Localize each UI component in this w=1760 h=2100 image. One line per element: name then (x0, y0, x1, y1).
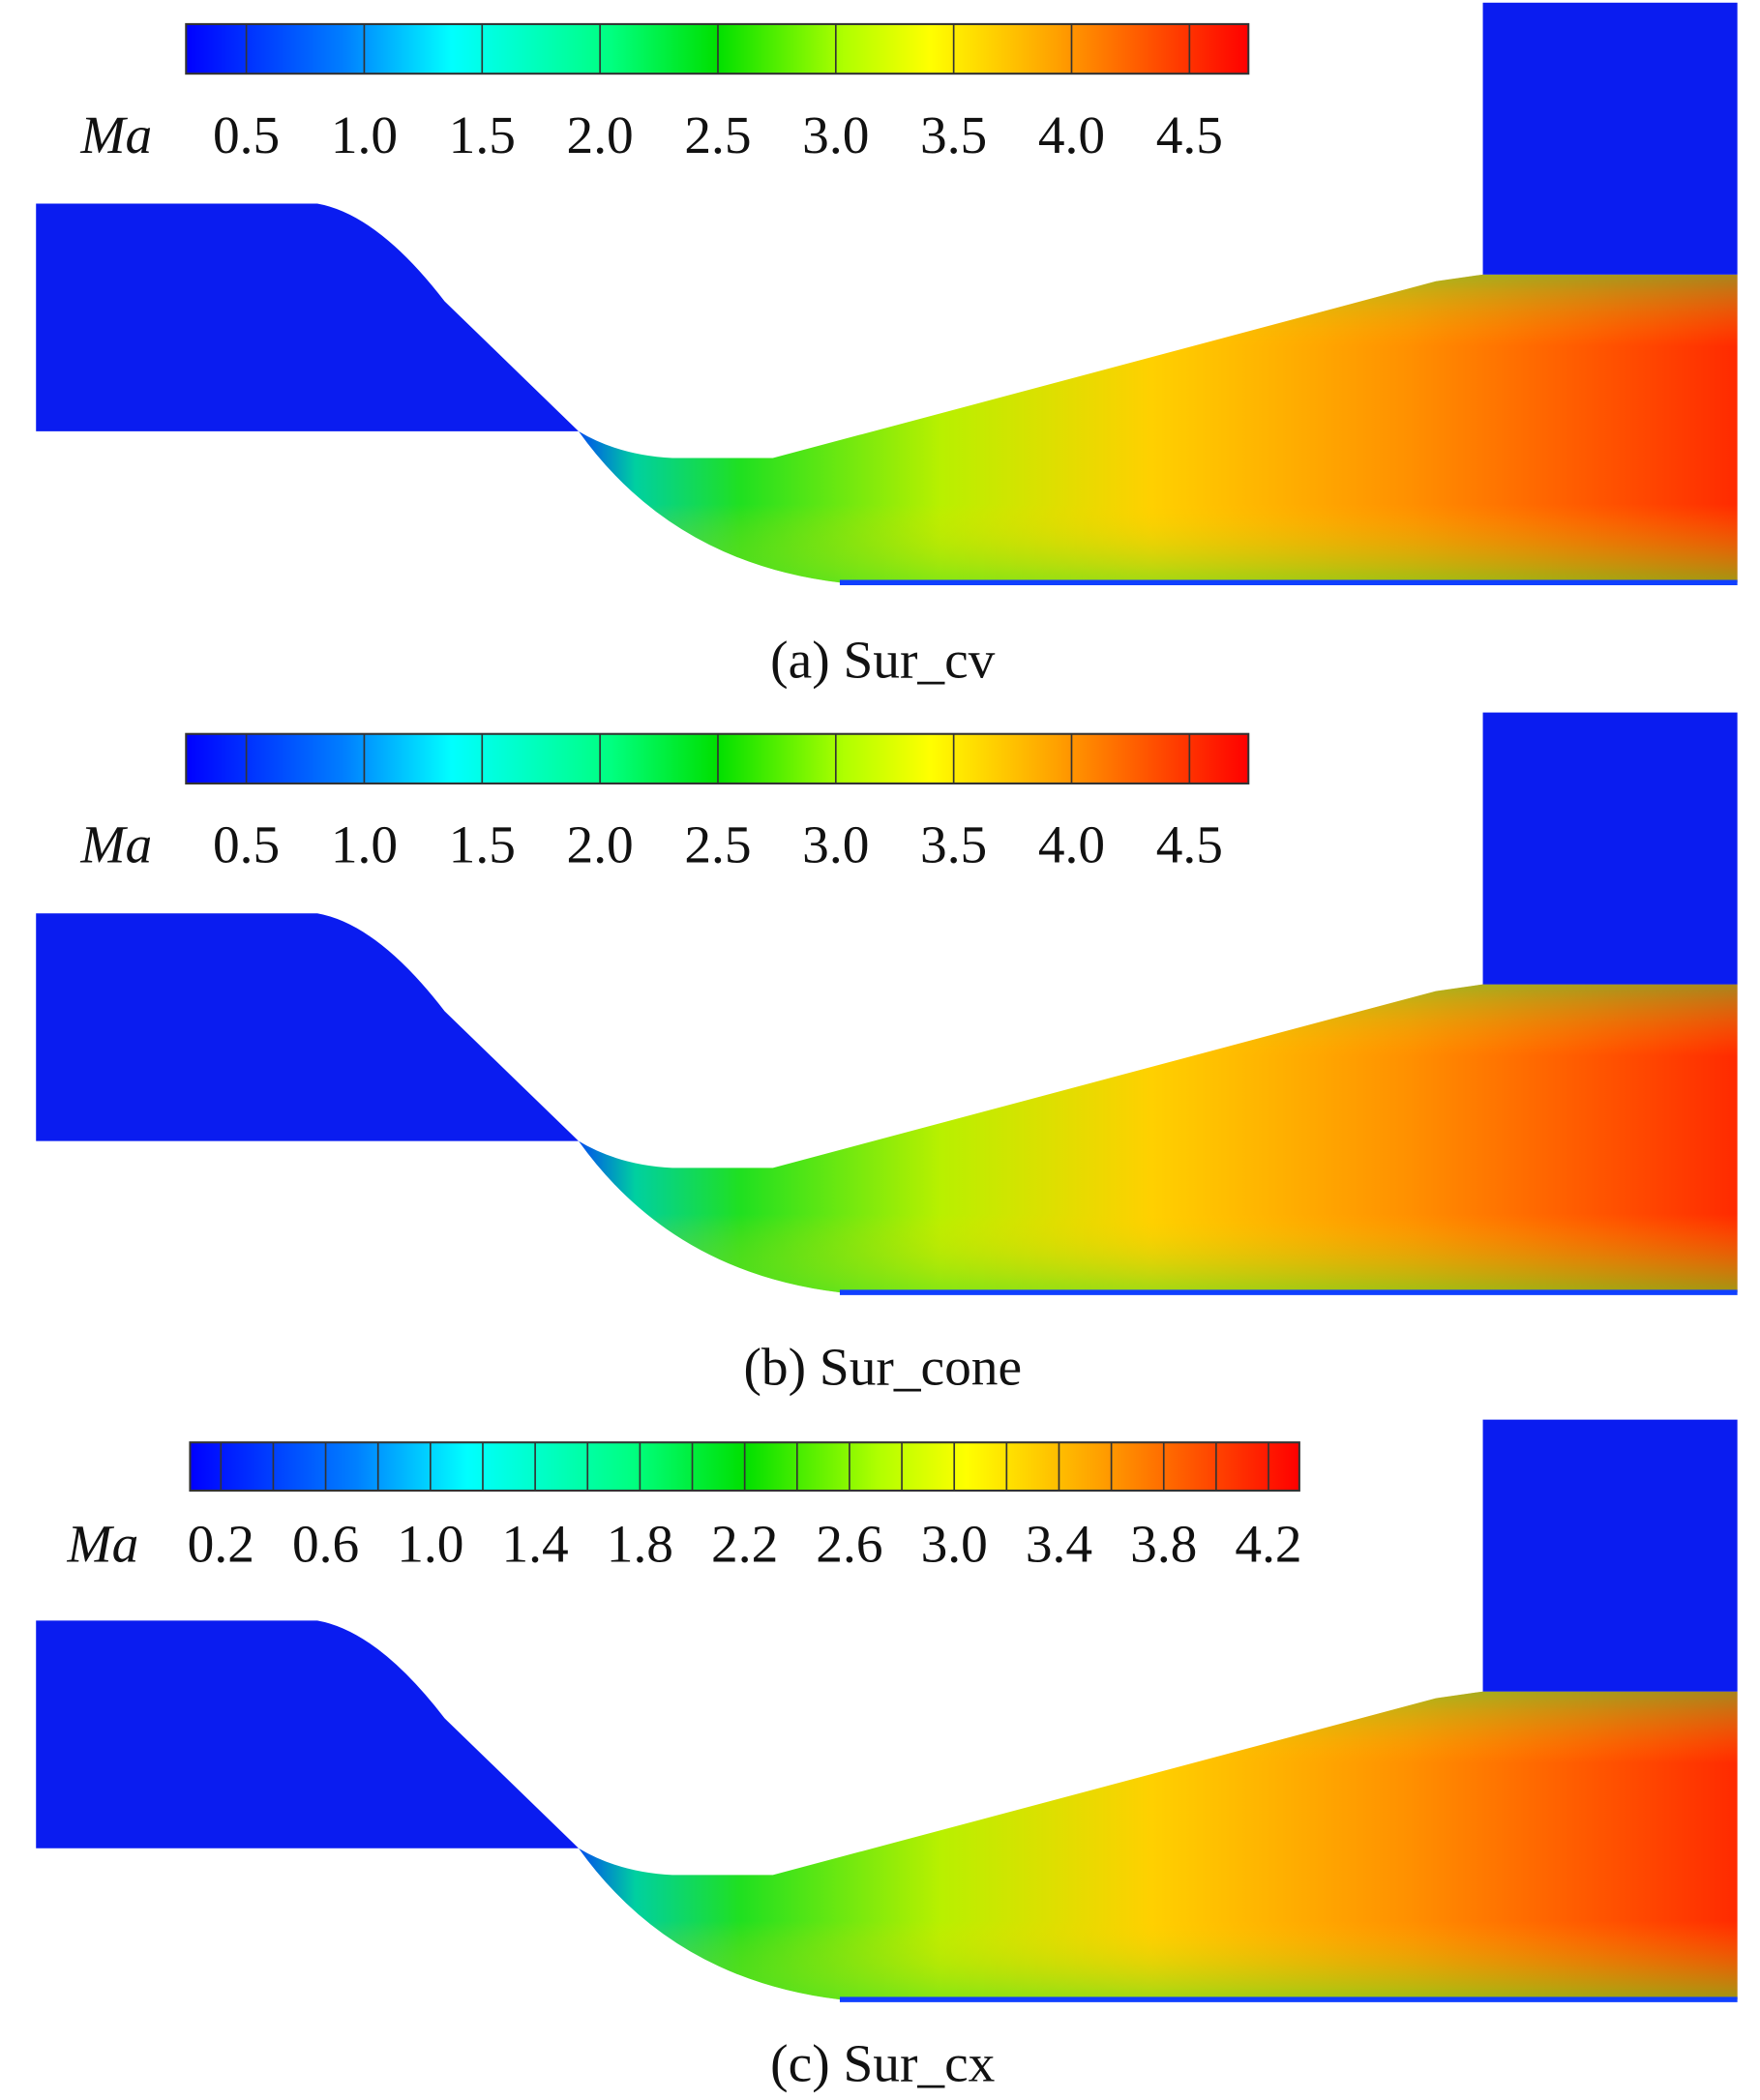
colorbar-tick-label: 2.2 (711, 1514, 778, 1573)
colorbar-tick-label: 1.0 (331, 815, 398, 874)
colorbar-tick-label: 3.0 (921, 1514, 988, 1573)
colorbar-tick-label: 2.5 (684, 815, 751, 874)
colorbar-tick-label: 4.5 (1156, 105, 1223, 164)
colorbar-tick-label: 1.5 (449, 105, 516, 164)
colorbar-label: Ma (67, 1514, 139, 1573)
inlet-region (36, 203, 579, 431)
colorbar-tick-label: 4.0 (1038, 105, 1105, 164)
colorbar-tick-label: 1.5 (449, 815, 516, 874)
colorbar-tick-label: 3.4 (1026, 1514, 1092, 1573)
colorbar-tick-label: 1.8 (607, 1514, 673, 1573)
panel: 0.5 1.0 1.5 2.0 2.5 3.0 3.5 4.0 4.5 Ma (b) Sur_con… (36, 712, 1738, 1397)
panel: 0.2 0.6 1.0 1.4 1.8 2.2 2.6 3.0 3.4 3.8 4.2 Ma (c) S… (36, 1419, 1738, 2093)
colorbar-tick-label: 4.5 (1156, 815, 1223, 874)
colorbar-tick-label: 2.0 (567, 815, 634, 874)
exhaust-tank (1482, 2, 1738, 275)
contour-plot (36, 1419, 1738, 2002)
contour-plot (36, 2, 1738, 586)
colorbar-tick-label: 2.5 (684, 105, 751, 164)
colorbar-tick-label: 0.6 (292, 1514, 359, 1573)
colorbar-tick-label: 3.5 (920, 105, 987, 164)
colorbar-tick-label: 3.5 (920, 815, 987, 874)
exhaust-tank (1482, 712, 1738, 985)
colorbar-tick-label: 1.0 (331, 105, 398, 164)
colorbar-tick-label: 0.2 (188, 1514, 254, 1573)
colorbar-tick-label: 4.2 (1235, 1514, 1301, 1573)
flow-shading (578, 274, 1738, 583)
colorbar-label: Ma (79, 815, 152, 874)
colorbar-tick-label: 3.8 (1130, 1514, 1197, 1573)
colorbar-tick-label: 4.0 (1038, 815, 1105, 874)
colorbar-tick-label: 1.4 (502, 1514, 569, 1573)
contour-plot (36, 712, 1738, 1295)
flow-shading (578, 984, 1738, 1293)
exhaust-tank (1482, 1419, 1738, 1692)
flow-shading (578, 1691, 1738, 2000)
colorbar-tick-label: 3.0 (802, 105, 869, 164)
colorbar-tick-label: 0.5 (213, 105, 280, 164)
colorbar-tick-label: 2.0 (567, 105, 634, 164)
inlet-region (36, 1620, 579, 1849)
caption: (b) Sur_cone (743, 1338, 1022, 1397)
caption: (c) Sur_cx (770, 2034, 995, 2093)
panel: 0.5 1.0 1.5 2.0 2.5 3.0 3.5 4.0 4.5 Ma (a) Sur_cv (36, 2, 1738, 690)
colorbar-tick-label: 3.0 (802, 815, 869, 874)
colorbar-label: Ma (79, 105, 152, 164)
inlet-region (36, 913, 579, 1141)
colorbar-tick-label: 0.5 (213, 815, 280, 874)
colorbar-tick-label: 2.6 (816, 1514, 882, 1573)
colorbar-tick-label: 1.0 (397, 1514, 463, 1573)
caption: (a) Sur_cv (770, 631, 995, 690)
